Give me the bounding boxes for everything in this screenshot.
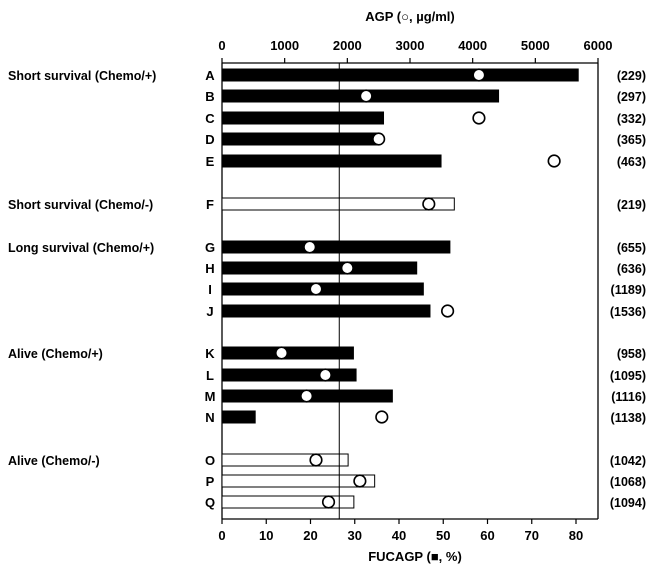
fucagp-bar-j: [221, 304, 431, 318]
top-axis-tick-label: 1000: [270, 38, 299, 53]
agp-point-q: [321, 495, 336, 509]
fucagp-bar-q: [221, 495, 355, 509]
row-letter-n: N: [205, 410, 214, 425]
agp-point-h: [340, 261, 354, 275]
fucagp-bar-a: [221, 68, 579, 82]
row-count-j: (1536): [610, 305, 646, 319]
row-count-f: (219): [617, 198, 646, 212]
bottom-axis-tick-label: 20: [303, 528, 317, 543]
fucagp-bar-c: [221, 111, 385, 125]
fucagp-bar-h: [221, 261, 418, 275]
row-count-m: (1116): [611, 390, 646, 404]
fucagp-bar-i: [221, 282, 424, 296]
row-count-n: (1138): [611, 411, 646, 425]
agp-point-j: [441, 304, 455, 318]
row-letter-a: A: [205, 68, 215, 83]
row-letter-c: C: [205, 111, 215, 126]
bottom-axis-tick-label: 0: [218, 528, 225, 543]
fucagp-bar-o: [221, 453, 349, 467]
fucagp-bar-e: [221, 154, 442, 168]
agp-point-n: [375, 410, 389, 424]
agp-point-l: [318, 368, 333, 382]
row-letter-m: M: [205, 389, 216, 404]
agp-point-d: [372, 132, 386, 146]
row-count-c: (332): [617, 112, 646, 126]
row-letter-j: J: [206, 304, 213, 319]
row-letter-p: P: [206, 474, 215, 489]
agp-point-k: [274, 346, 289, 360]
bottom-axis-tick-label: 40: [392, 528, 406, 543]
row-letter-q: Q: [205, 495, 215, 510]
row-letter-e: E: [206, 154, 215, 169]
row-letter-g: G: [205, 240, 215, 255]
top-axis-tick-label: 2000: [333, 38, 362, 53]
top-axis-tick-label: 3000: [396, 38, 425, 53]
top-axis-tick-label: 4000: [458, 38, 487, 53]
fucagp-bar-p: [221, 474, 376, 488]
bottom-axis-tick-label: 10: [259, 528, 273, 543]
bottom-axis-title: FUCAGP (■, %): [368, 549, 462, 564]
top-axis-title: AGP (○, µg/ml): [365, 9, 455, 24]
fucagp-bar-n: [221, 410, 256, 424]
row-letter-h: H: [205, 261, 214, 276]
row-count-l: (1095): [610, 369, 646, 383]
row-count-k: (958): [617, 347, 646, 361]
agp-point-a: [472, 68, 486, 82]
bottom-axis-tick-label: 60: [480, 528, 494, 543]
row-count-p: (1068): [610, 475, 646, 489]
row-letter-k: K: [205, 346, 215, 361]
group-label: Alive (Chemo/-): [8, 454, 100, 468]
fucagp-bar-d: [221, 132, 380, 146]
agp-point-f: [422, 197, 436, 211]
row-count-g: (655): [617, 241, 646, 255]
row-count-q: (1094): [610, 496, 646, 510]
row-count-d: (365): [617, 133, 646, 147]
agp-point-e: [547, 154, 561, 168]
row-count-h: (636): [617, 262, 646, 276]
bottom-axis-tick-label: 80: [569, 528, 583, 543]
agp-point-i: [309, 282, 323, 296]
bottom-axis-tick-label: 50: [436, 528, 450, 543]
group-label: Alive (Chemo/+): [8, 347, 103, 361]
group-label: Short survival (Chemo/+): [8, 69, 156, 83]
fucagp-bar-l: [221, 368, 357, 382]
fucagp-bar-f: [221, 197, 455, 211]
row-letter-d: D: [205, 132, 214, 147]
row-letter-i: I: [208, 282, 212, 297]
top-axis-tick-label: 6000: [584, 38, 613, 53]
row-letter-f: F: [206, 197, 214, 212]
row-count-a: (229): [617, 69, 646, 83]
agp-point-g: [303, 240, 317, 254]
row-count-b: (297): [617, 90, 646, 104]
row-count-o: (1042): [610, 454, 646, 468]
group-label: Short survival (Chemo/-): [8, 198, 153, 212]
agp-point-b: [359, 89, 373, 103]
row-count-i: (1189): [611, 283, 646, 297]
agp-point-o: [309, 453, 323, 467]
top-axis-tick-label: 0: [218, 38, 225, 53]
agp-point-p: [353, 474, 367, 488]
agp-point-c: [472, 111, 486, 125]
top-axis-tick-label: 5000: [521, 38, 550, 53]
group-label: Long survival (Chemo/+): [8, 241, 154, 255]
row-count-e: (463): [617, 155, 646, 169]
row-letter-o: O: [205, 453, 215, 468]
bottom-axis-tick-label: 70: [525, 528, 539, 543]
fucagp-bar-g: [221, 240, 451, 254]
row-letter-b: B: [205, 89, 214, 104]
bottom-axis-tick-label: 30: [348, 528, 362, 543]
agp-point-m: [300, 389, 314, 403]
row-letter-l: L: [206, 368, 214, 383]
